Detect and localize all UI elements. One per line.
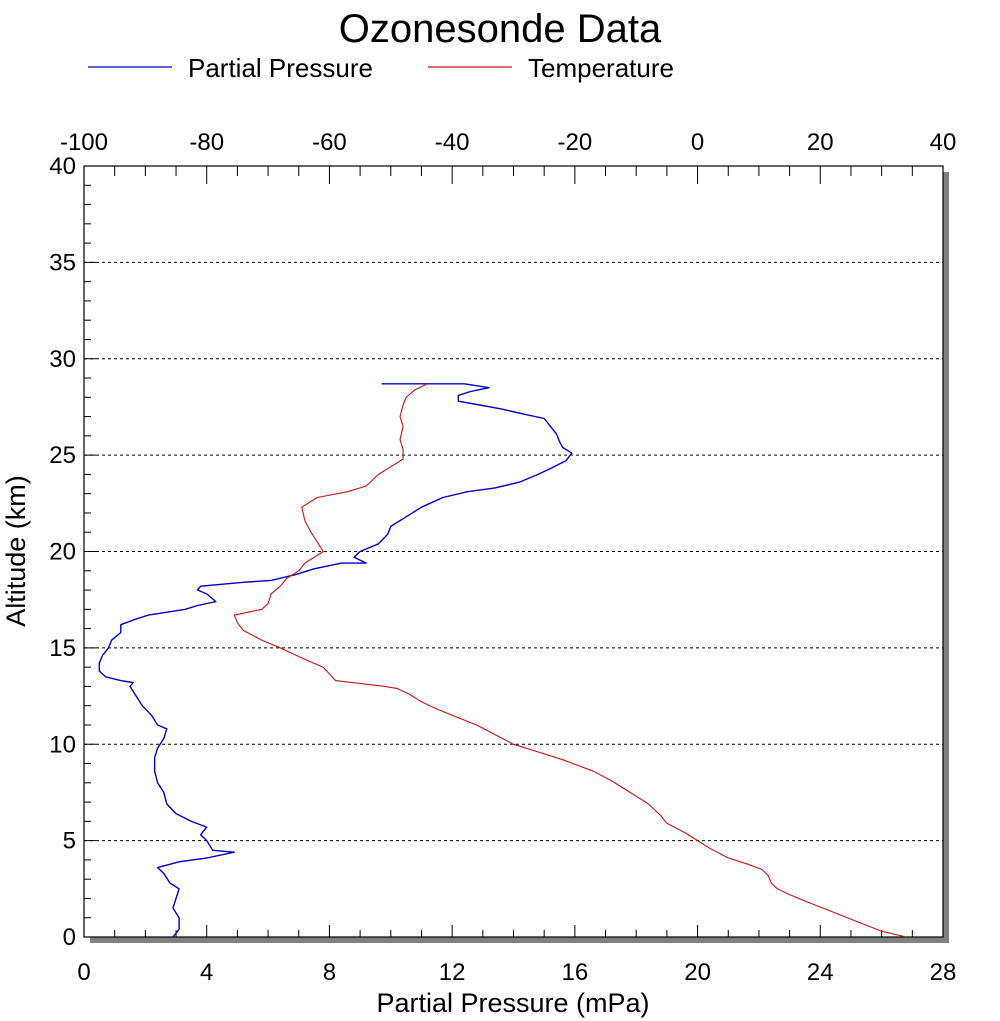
- tick-labels: 0 5 10 15 20 25 30 35 40 0 4 8 12 16 20 24 28 -100 -80 -60 -…: [49, 129, 956, 986]
- legend-label-partial-pressure: Partial Pressure: [188, 53, 373, 83]
- x-top-tick-label: -40: [435, 129, 470, 156]
- axis-ticks: [83, 165, 944, 938]
- x-bottom-tick-label: 4: [200, 959, 213, 986]
- plot-shadow-bottom: [90, 937, 949, 943]
- x-top-tick-label: 40: [930, 129, 957, 156]
- y-axis-title: Altitude (km): [1, 475, 31, 627]
- x-top-tick-label: 0: [691, 129, 704, 156]
- y-tick-label: 5: [63, 828, 76, 855]
- series-line-temperature: [233, 383, 907, 938]
- y-tick-label: 10: [49, 731, 76, 758]
- series-line-partial-pressure: [98, 383, 573, 938]
- x-bottom-tick-label: 8: [323, 959, 336, 986]
- y-tick-label: 15: [49, 635, 76, 662]
- x-bottom-tick-label: 12: [439, 959, 466, 986]
- y-tick-label: 40: [49, 153, 76, 180]
- gridlines: [84, 261, 943, 842]
- series-lines: [98, 383, 907, 938]
- y-tick-label: 0: [63, 924, 76, 951]
- x-top-tick-label: -100: [60, 129, 108, 156]
- y-tick-label: 30: [49, 346, 76, 373]
- x-top-tick-label: -60: [312, 129, 347, 156]
- x-top-tick-label: 20: [807, 129, 834, 156]
- x-bottom-tick-label: 28: [930, 959, 957, 986]
- x-top-tick-label: -20: [558, 129, 593, 156]
- y-tick-label: 25: [49, 442, 76, 469]
- chart-title: Ozonesonde Data: [339, 7, 662, 51]
- legend: Partial Pressure Temperature: [88, 53, 674, 83]
- x-top-tick-label: -80: [189, 129, 224, 156]
- x-bottom-tick-label: 16: [562, 959, 589, 986]
- x-bottom-tick-label: 20: [684, 959, 711, 986]
- y-tick-label: 35: [49, 249, 76, 276]
- x-axis-title: Partial Pressure (mPa): [376, 988, 649, 1018]
- x-bottom-tick-label: 0: [77, 959, 90, 986]
- legend-label-temperature: Temperature: [528, 53, 674, 83]
- x-bottom-tick-label: 24: [807, 959, 834, 986]
- y-tick-label: 20: [49, 539, 76, 566]
- plot-shadow-right: [941, 172, 949, 943]
